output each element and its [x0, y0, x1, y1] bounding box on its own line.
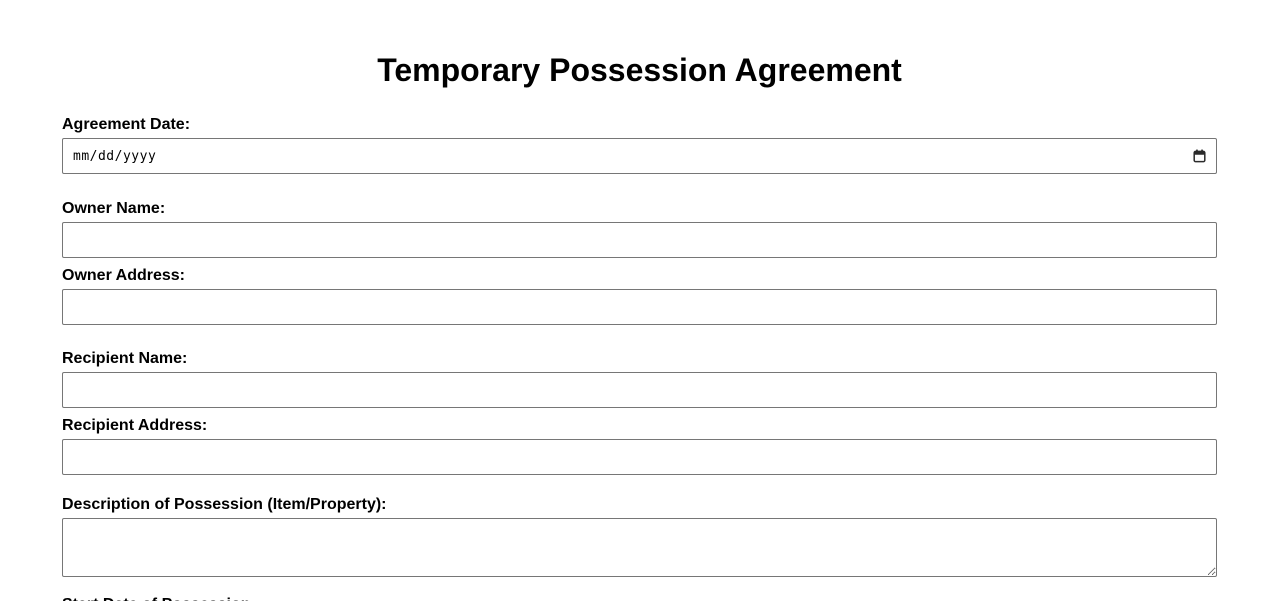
recipient-address-input[interactable]: [62, 439, 1217, 475]
owner-address-input[interactable]: [62, 289, 1217, 325]
page-title: Temporary Possession Agreement: [377, 52, 902, 88]
field-owner-address: Owner Address:: [62, 267, 1217, 325]
possession-agreement-form: Agreement Date: mm/dd/yyyy Owner Name:: [62, 116, 1217, 601]
calendar-icon[interactable]: [1191, 148, 1207, 164]
agreement-date-label: Agreement Date:: [62, 116, 191, 133]
date-placeholder: mm/dd/yyyy: [73, 148, 157, 164]
owner-name-input[interactable]: [62, 222, 1217, 258]
recipient-name-input[interactable]: [62, 372, 1217, 408]
field-recipient-name: Recipient Name:: [62, 350, 1217, 408]
field-description-of-possession: Description of Possession (Item/Property…: [62, 496, 1217, 577]
recipient-address-label: Recipient Address:: [62, 417, 208, 434]
field-owner-name: Owner Name:: [62, 200, 1217, 258]
field-start-date: Start Date of Possession:: [62, 596, 1217, 601]
description-textarea[interactable]: [62, 518, 1217, 577]
agreement-date-input[interactable]: mm/dd/yyyy: [62, 138, 1217, 174]
recipient-name-label: Recipient Name:: [62, 350, 188, 367]
description-label: Description of Possession (Item/Property…: [62, 496, 387, 513]
owner-address-label: Owner Address:: [62, 267, 185, 284]
start-date-label: Start Date of Possession:: [62, 596, 1217, 601]
field-recipient-address: Recipient Address:: [62, 417, 1217, 475]
field-agreement-date: Agreement Date: mm/dd/yyyy: [62, 116, 1217, 174]
owner-name-label: Owner Name:: [62, 200, 166, 217]
